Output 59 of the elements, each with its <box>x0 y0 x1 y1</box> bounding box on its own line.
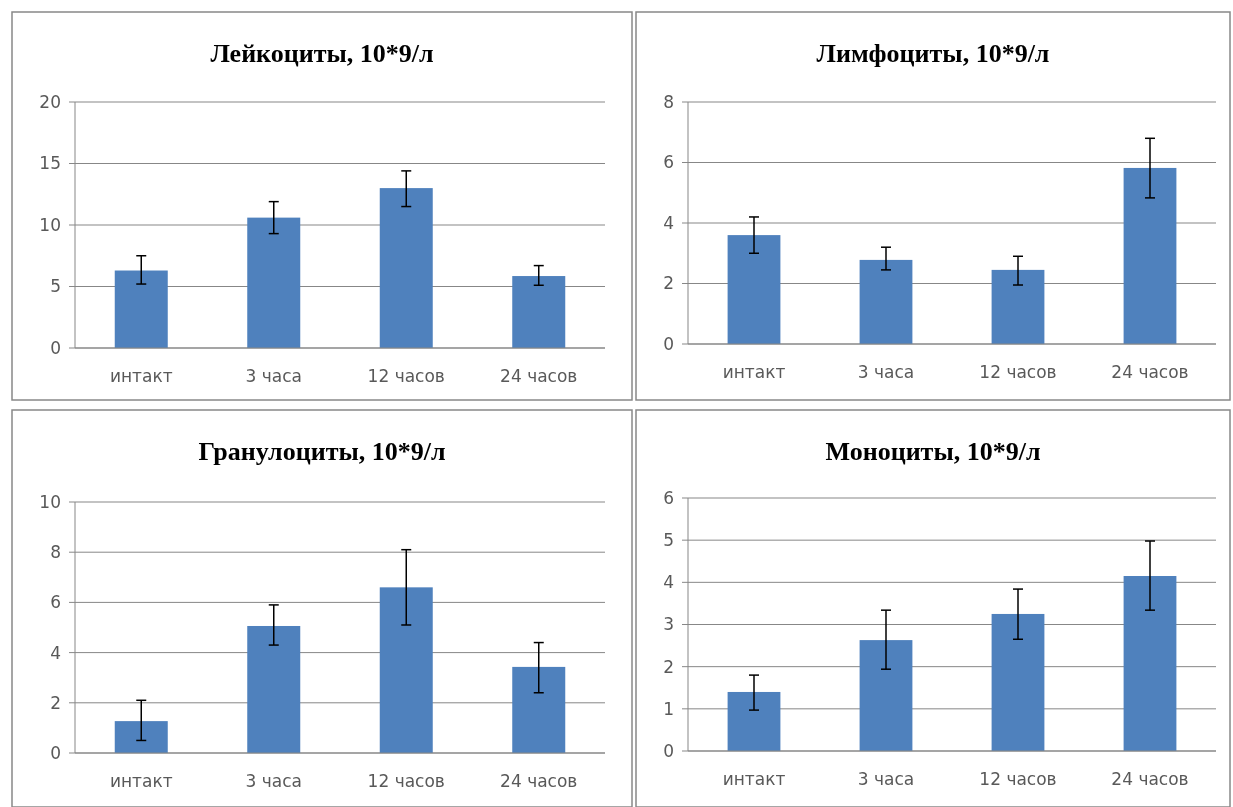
x-tick-label: 12 часов <box>979 362 1057 382</box>
bar <box>991 613 1045 751</box>
y-tick-label: 6 <box>663 487 674 508</box>
bar <box>727 235 781 344</box>
chart-title: Гранулоциты, 10*9/л <box>198 437 446 466</box>
chart-title: Лейкоциты, 10*9/л <box>210 39 434 68</box>
y-tick-label: 15 <box>39 153 61 174</box>
y-tick-label: 20 <box>39 91 61 112</box>
bar <box>512 666 566 753</box>
y-tick-label: 0 <box>50 742 61 763</box>
x-tick-label: интакт <box>109 366 173 386</box>
bar <box>379 188 433 348</box>
y-tick-label: 5 <box>663 530 674 551</box>
y-tick-label: 4 <box>663 212 674 233</box>
x-tick-label: 3 часа <box>245 366 302 386</box>
y-tick-label: 10 <box>39 214 61 235</box>
bar <box>512 276 566 348</box>
y-tick-label: 10 <box>39 491 61 512</box>
bar <box>247 217 301 348</box>
x-tick-label: 3 часа <box>245 771 302 791</box>
x-tick-label: 3 часа <box>857 362 915 382</box>
bar <box>247 625 301 753</box>
y-tick-label: 8 <box>50 542 61 563</box>
bar <box>859 640 913 751</box>
bar <box>114 721 168 753</box>
y-tick-label: 0 <box>663 740 674 761</box>
y-tick-label: 5 <box>50 276 61 297</box>
y-tick-label: 2 <box>50 692 61 713</box>
x-tick-label: 24 часов <box>1111 362 1189 382</box>
y-tick-label: 0 <box>50 337 61 358</box>
x-tick-label: 12 часов <box>367 771 445 791</box>
bar <box>114 270 168 348</box>
y-tick-label: 0 <box>663 333 674 354</box>
bar <box>859 259 913 344</box>
x-tick-label: 24 часов <box>500 771 578 791</box>
bar <box>991 269 1045 344</box>
x-tick-label: 24 часов <box>1111 769 1189 789</box>
y-tick-label: 4 <box>663 572 674 593</box>
bar <box>1123 576 1177 751</box>
y-tick-label: 8 <box>663 91 674 112</box>
chart-title: Моноциты, 10*9/л <box>825 437 1041 466</box>
y-tick-label: 2 <box>663 656 674 677</box>
x-tick-label: интакт <box>722 362 786 382</box>
bar <box>727 691 781 751</box>
y-tick-label: 2 <box>663 273 674 294</box>
bar <box>1123 167 1177 344</box>
x-tick-label: интакт <box>109 771 173 791</box>
chart-title: Лимфоциты, 10*9/л <box>816 39 1050 68</box>
x-tick-label: интакт <box>722 769 786 789</box>
x-tick-label: 3 часа <box>857 769 915 789</box>
x-tick-label: 12 часов <box>367 366 445 386</box>
y-tick-label: 4 <box>50 642 61 663</box>
y-tick-label: 6 <box>663 152 674 173</box>
x-tick-label: 24 часов <box>500 366 578 386</box>
y-tick-label: 6 <box>50 592 61 613</box>
y-tick-label: 1 <box>663 698 674 719</box>
x-tick-label: 12 часов <box>979 769 1057 789</box>
bar <box>379 587 433 753</box>
y-tick-label: 3 <box>663 614 674 635</box>
